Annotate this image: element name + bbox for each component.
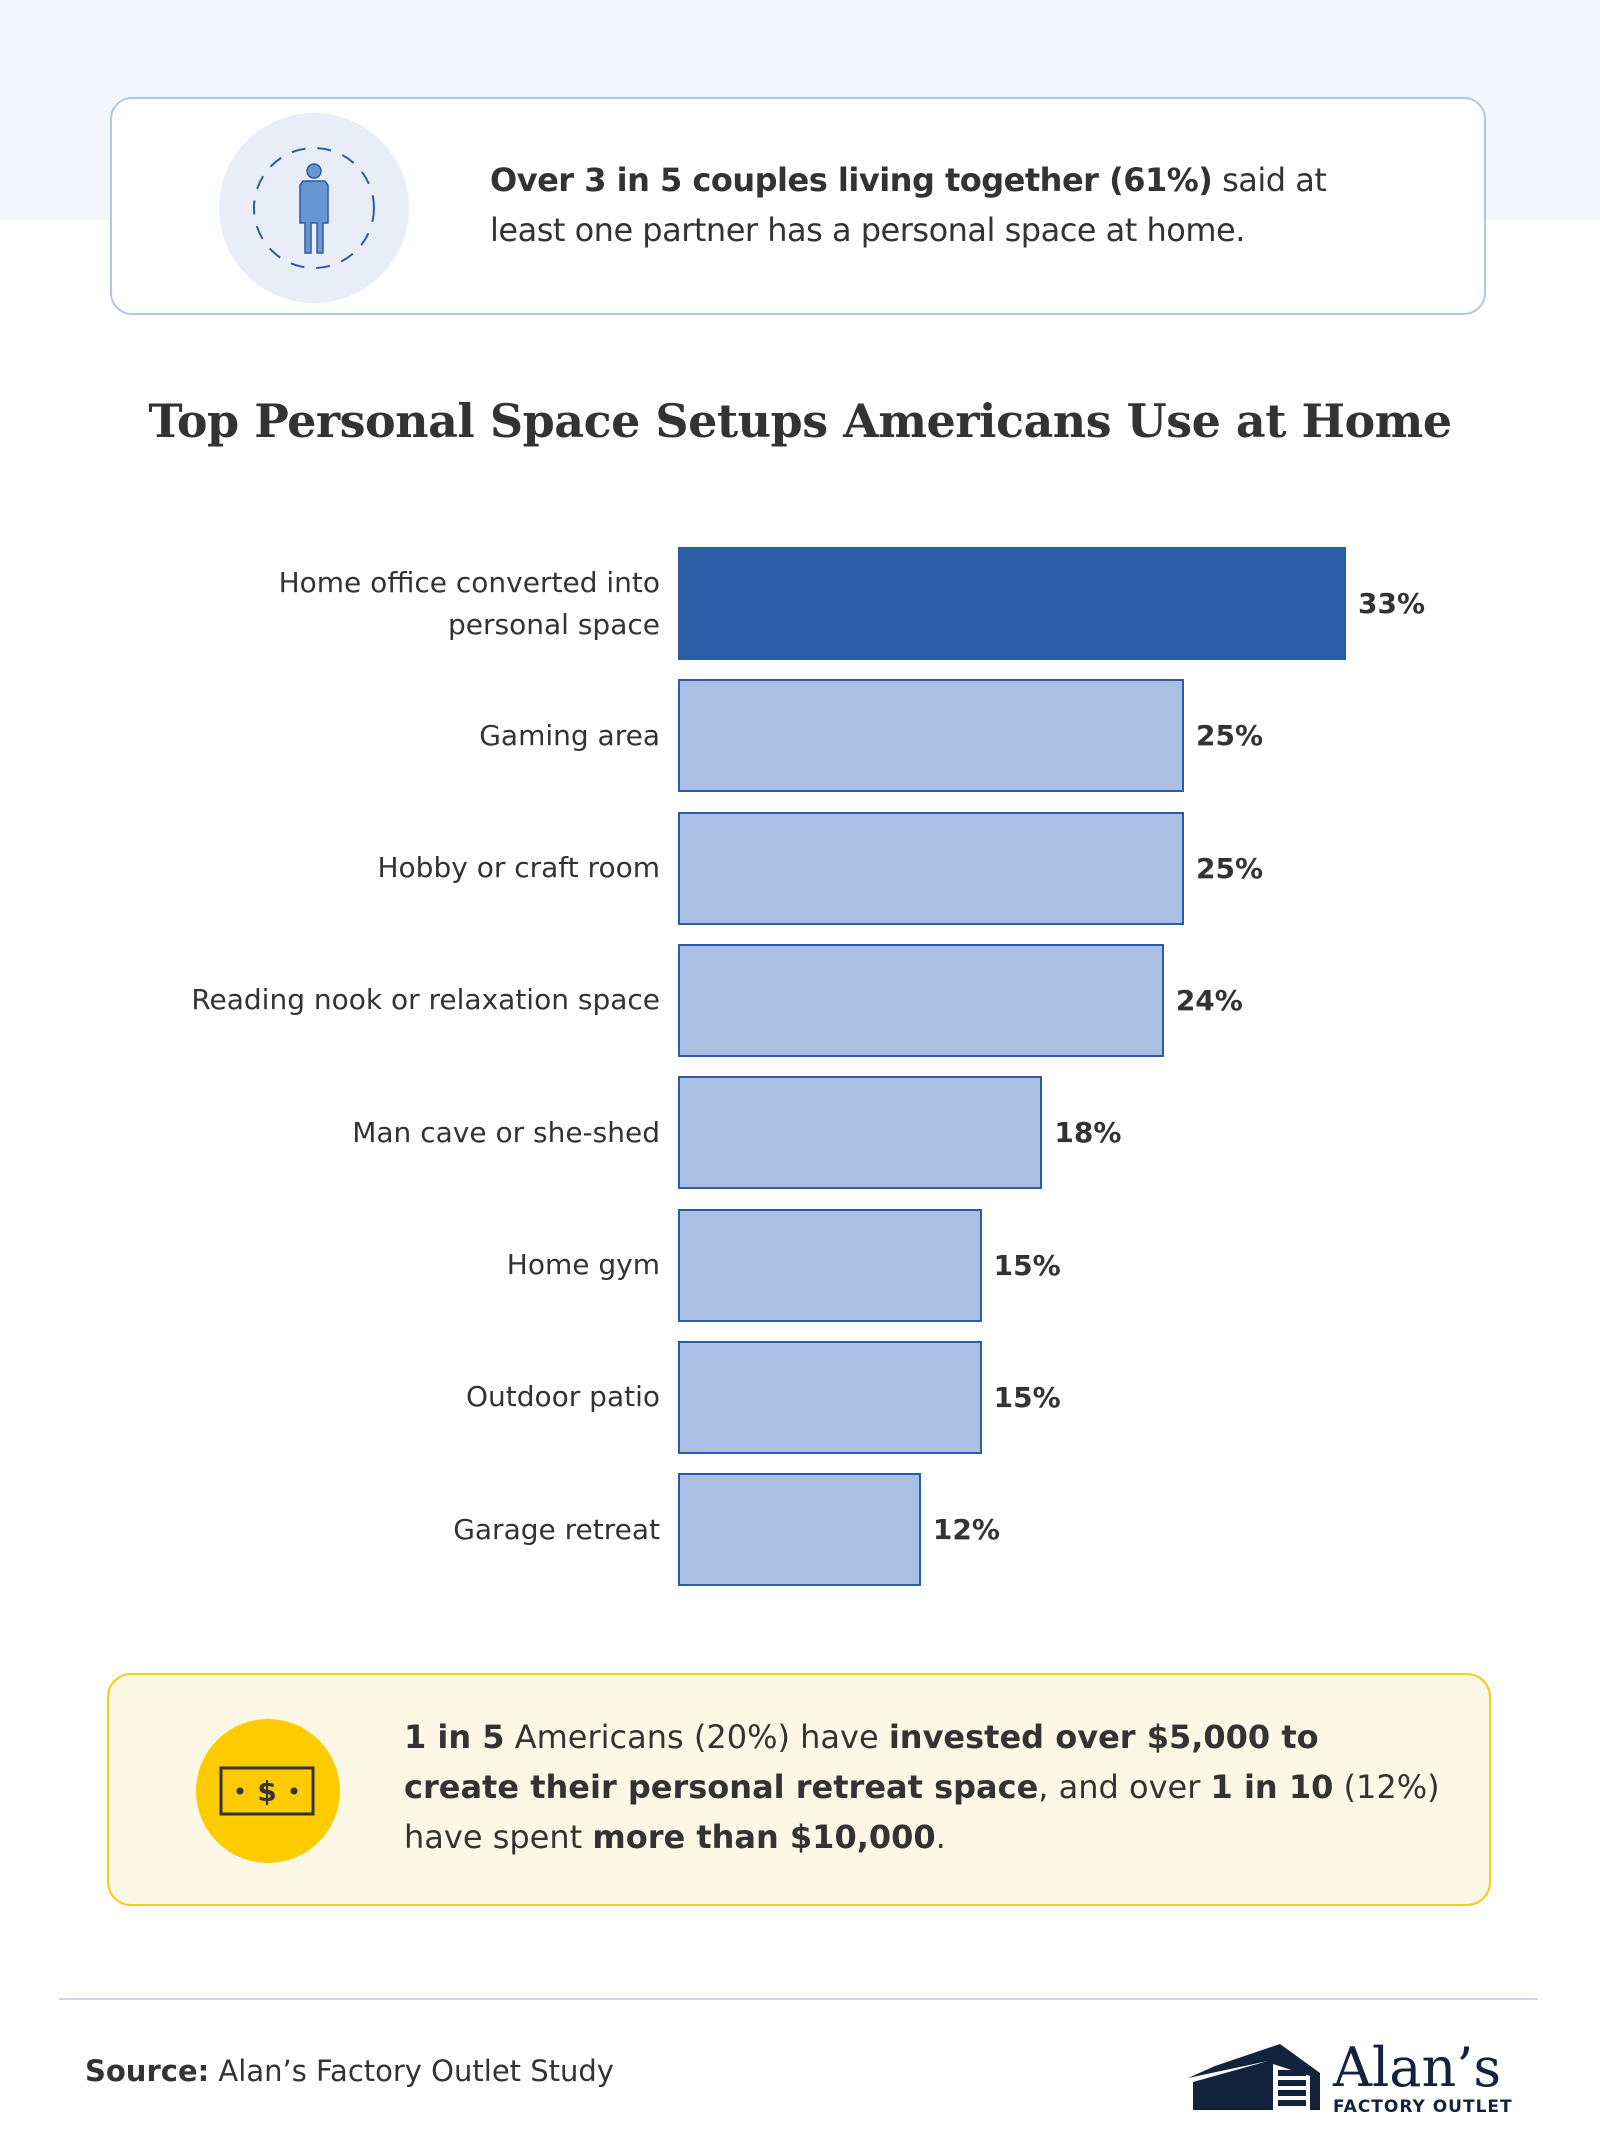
logo-subtitle: FACTORY OUTLET (1333, 2097, 1513, 2117)
stat-part: Americans (20%) have (504, 1718, 889, 1756)
person-icon (219, 113, 409, 303)
chart-row: Hobby or craft room 25% (0, 811, 1600, 925)
value-label: 15% (993, 1248, 1061, 1282)
category-label: Home gym (506, 1248, 660, 1281)
chart-row: Outdoor patio 15% (0, 1340, 1600, 1454)
stat-text: Over 3 in 5 couples living together (61%… (490, 155, 1390, 255)
bar (678, 943, 1164, 1057)
stat-part: 1 in 10 (1210, 1768, 1334, 1806)
stat-highlight: Over 3 in 5 couples living together (61%… (490, 161, 1213, 199)
logo-name: Alan’s (1332, 2036, 1501, 2099)
value-label: 18% (1054, 1116, 1122, 1150)
bar (678, 679, 1185, 793)
chart-row: Reading nook or relaxation space 24% (0, 943, 1600, 1057)
source-label: Source: (85, 2054, 210, 2088)
value-label: 33% (1358, 587, 1426, 620)
stat-rest: said at least one partner has a personal… (490, 161, 1327, 249)
stat-callout-top: Over 3 in 5 couples living together (61%… (110, 97, 1486, 315)
category-label: Reading nook or relaxation space (191, 983, 660, 1017)
bar (678, 1340, 982, 1454)
category-label: Home office converted into personal spac… (278, 565, 660, 641)
stat-part: (12%) have spent (404, 1768, 1440, 1856)
chart-row: Man cave or she-shed 18% (0, 1076, 1600, 1190)
bar (678, 1208, 982, 1322)
stat-part: , and over (1038, 1768, 1211, 1806)
bar (678, 811, 1185, 925)
chart-row: Home gym 15% (0, 1208, 1600, 1322)
bar (678, 1473, 921, 1587)
stat-part: invested over $5,000 to create their per… (404, 1718, 1319, 1806)
chart-row: Gaming area 25% (0, 679, 1600, 793)
category-label: Hobby or craft room (377, 851, 661, 885)
bar (678, 547, 1346, 660)
chart-title: Top Personal Space Setups Americans Use … (148, 394, 1452, 448)
stat-part: . (935, 1818, 946, 1856)
source-text: Alan’s Factory Outlet Study (209, 2054, 614, 2088)
category-label: Man cave or she-shed (352, 1115, 660, 1149)
brand-logo: Alan’s FACTORY OUTLET (1185, 2030, 1525, 2120)
stat-callout-bottom: $ 1 in 5 Americans (20%) have invested o… (107, 1673, 1491, 1906)
stat-part: more than $10,000 (592, 1818, 936, 1856)
value-label: 12% (932, 1513, 1000, 1547)
category-label: Gaming area (479, 718, 660, 752)
category-label: Outdoor patio (465, 1380, 660, 1414)
bar (678, 1076, 1043, 1190)
category-label: Garage retreat (453, 1512, 660, 1546)
value-label: 25% (1196, 719, 1264, 753)
divider (59, 1998, 1538, 2000)
stat-text: 1 in 5 Americans (20%) have invested ove… (404, 1712, 1444, 1862)
value-label: 24% (1175, 983, 1243, 1017)
stat-part: 1 in 5 (404, 1718, 505, 1756)
source-note: Source: Alan’s Factory Outlet Study (85, 2054, 614, 2088)
value-label: 25% (1196, 851, 1264, 885)
svg-text:$: $ (257, 1775, 276, 1808)
value-label: 15% (993, 1380, 1061, 1414)
chart-row: Garage retreat 12% (0, 1473, 1600, 1587)
chart-row: Home office converted into personal spac… (0, 547, 1600, 660)
dollar-bill-icon: $ (196, 1719, 340, 1863)
